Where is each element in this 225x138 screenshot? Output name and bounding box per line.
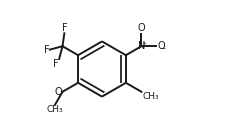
Text: F: F <box>53 59 58 69</box>
Text: F: F <box>61 22 67 33</box>
Text: CH₃: CH₃ <box>142 92 158 101</box>
Text: CH₃: CH₃ <box>46 105 63 114</box>
Text: F: F <box>43 45 49 55</box>
Text: −: − <box>160 45 165 50</box>
Text: O: O <box>137 23 145 33</box>
Text: O: O <box>157 41 164 51</box>
Text: N: N <box>137 41 144 51</box>
Text: O: O <box>54 87 62 97</box>
Text: +: + <box>141 41 146 46</box>
